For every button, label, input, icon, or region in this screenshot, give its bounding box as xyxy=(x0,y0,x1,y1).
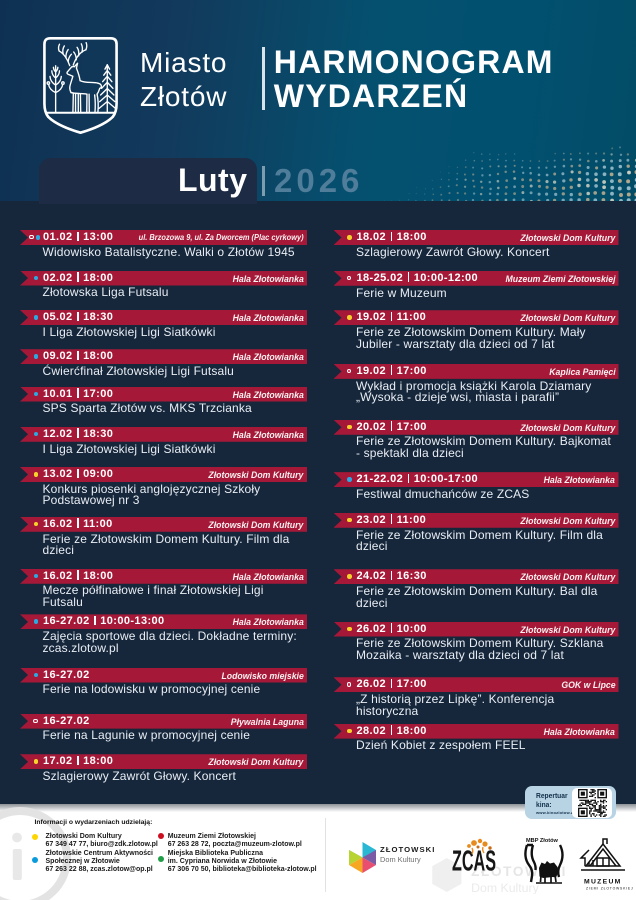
svg-text:MUZEUM: MUZEUM xyxy=(584,879,622,886)
svg-text:ZŁOTOWSKI: ZŁOTOWSKI xyxy=(380,845,435,854)
svg-text:ZCAS: ZCAS xyxy=(452,846,496,878)
svg-text:Dom Kultury: Dom Kultury xyxy=(471,881,540,894)
svg-text:Dom Kultury: Dom Kultury xyxy=(380,855,421,864)
svg-text:ZIEMI ZŁOTOWSKIEJ: ZIEMI ZŁOTOWSKIEJ xyxy=(586,887,633,891)
svg-text:MBP Złotów: MBP Złotów xyxy=(526,838,559,844)
